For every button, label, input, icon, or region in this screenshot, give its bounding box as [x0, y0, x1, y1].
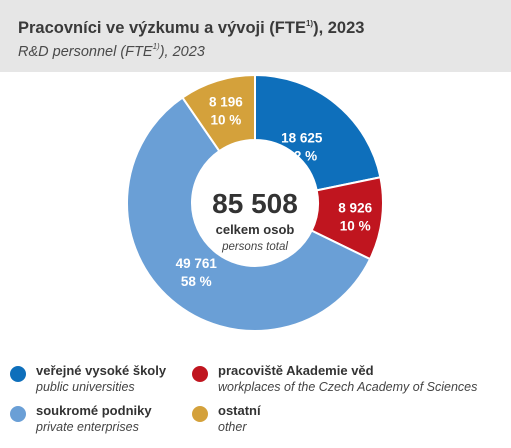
- donut-slices: [126, 73, 384, 332]
- center-total-label: celkem osob: [216, 222, 295, 237]
- chart-header: Pracovníci ve výzkumu a vývoji (FTE1)), …: [0, 0, 511, 72]
- slice-percent-label: 58 %: [181, 274, 212, 289]
- legend-label-en: other: [218, 420, 247, 434]
- legend-swatch: [10, 366, 26, 382]
- legend-label: pracoviště Akademie věd: [218, 363, 374, 378]
- legend-swatch: [192, 366, 208, 382]
- legend-label-en: workplaces of the Czech Academy of Scien…: [218, 380, 478, 394]
- legend-label-en: private enterprises: [36, 420, 139, 434]
- legend: veřejné vysoké školy public universities…: [0, 355, 511, 448]
- slice-value-label: 8 926: [338, 201, 372, 216]
- donut-hole: [192, 140, 318, 266]
- title-footnote-mark: 1): [305, 18, 314, 28]
- slice-value-label: 18 625: [281, 131, 323, 146]
- legend-label: veřejné vysoké školy: [36, 363, 167, 378]
- slice-value-label: 49 761: [176, 256, 218, 271]
- subtitle-footnote-mark: 1): [152, 42, 160, 51]
- center-total-label-en: persons total: [221, 241, 288, 253]
- slice-percent-label: 10 %: [340, 219, 371, 234]
- legend-swatch: [10, 406, 26, 422]
- legend-label: ostatní: [218, 403, 261, 418]
- center-total-value: 85 508: [212, 188, 298, 219]
- slice-percent-label: 10 %: [211, 112, 242, 127]
- slice-value-label: 8 196: [209, 94, 243, 109]
- legend-label: soukromé podniky: [36, 403, 152, 418]
- legend-label-en: public universities: [36, 380, 135, 394]
- legend-swatch: [192, 406, 208, 422]
- chart-title: Pracovníci ve výzkumu a vývoji (FTE1)), …: [18, 18, 365, 38]
- chart-subtitle: R&D personnel (FTE1)), 2023: [18, 42, 205, 60]
